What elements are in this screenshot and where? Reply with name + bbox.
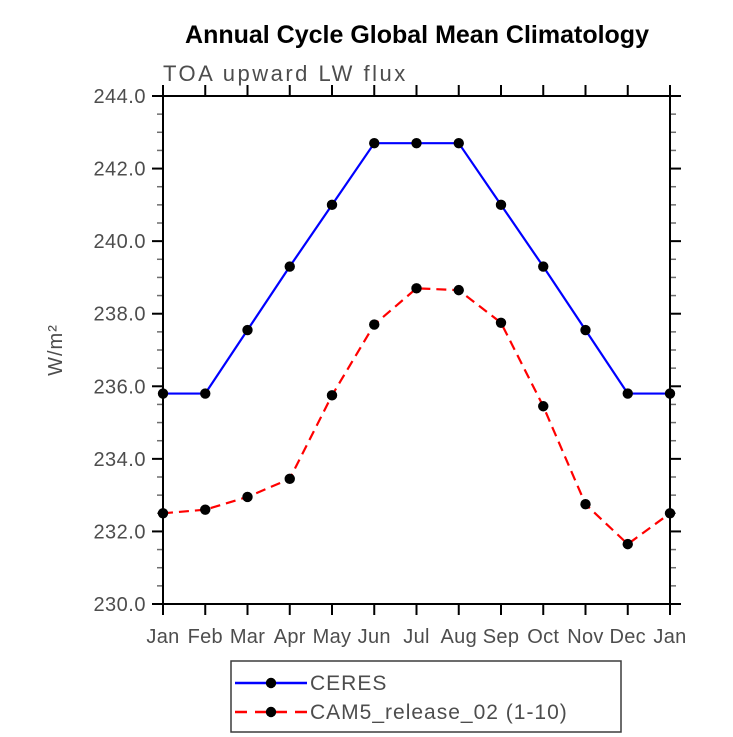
series-0-marker <box>580 324 591 336</box>
series-0-marker <box>284 261 295 272</box>
series-1-marker <box>326 390 338 401</box>
x-tick-label: Sep <box>483 626 520 648</box>
series-0-marker <box>200 388 211 399</box>
series-0-marker <box>453 137 464 149</box>
series-0-marker <box>326 199 338 211</box>
chart-subtitle: TOA upward LW flux <box>163 61 408 86</box>
series-line-0 <box>163 142 670 395</box>
series-1-marker <box>411 283 422 294</box>
series-0-marker <box>622 388 633 399</box>
legend-samples <box>235 677 307 718</box>
series-0-marker <box>664 388 676 399</box>
series-1-marker <box>622 538 633 550</box>
x-tick-label: Mar <box>230 626 265 648</box>
x-tick-label: Nov <box>567 626 603 648</box>
series-1-marker <box>284 473 295 485</box>
chart-title: Annual Cycle Global Mean Climatology <box>185 21 649 49</box>
series-0-marker <box>411 137 422 149</box>
x-tick-label: Apr <box>274 626 306 648</box>
legend: CERES CAM5_release_02 (1-10) <box>230 660 622 733</box>
legend-sample-marker-0 <box>265 677 277 689</box>
y-axis-label: W/m² <box>45 324 67 376</box>
series-0-marker <box>369 137 380 149</box>
y-tick-label: 242.0 <box>93 159 146 181</box>
axes: Jan Feb Mar Apr May Jun Jul Aug Sep Oct Nov Dec Jan2… <box>93 85 686 648</box>
legend-box <box>230 660 622 733</box>
series-0-marker <box>538 261 549 272</box>
data-series <box>157 137 676 550</box>
y-tick-label: 244.0 <box>93 86 146 108</box>
series-1-marker <box>664 508 676 519</box>
legend-label-ceres: CERES <box>310 672 387 695</box>
x-tick-label: Jan <box>146 626 179 648</box>
plot-frame <box>162 95 671 605</box>
y-tick-label: 240.0 <box>93 231 146 253</box>
x-tick-label: Feb <box>188 626 223 648</box>
series-1-marker <box>580 499 591 510</box>
y-tick-label: 232.0 <box>93 521 146 543</box>
legend-sample-marker-1 <box>265 706 277 718</box>
y-tick-label: 238.0 <box>93 304 146 326</box>
x-tick-label: Jul <box>403 626 429 648</box>
y-tick-label: 234.0 <box>93 449 146 471</box>
series-1-marker <box>242 491 253 503</box>
legend-label-cam5: CAM5_release_02 (1-10) <box>310 701 568 724</box>
series-1-marker <box>495 317 507 328</box>
series-1-marker <box>453 284 464 296</box>
series-1-marker <box>538 401 549 412</box>
y-tick-label: 230.0 <box>93 594 146 616</box>
series-0-marker <box>157 388 169 399</box>
series-1-marker <box>157 508 169 519</box>
series-1-marker <box>200 504 211 515</box>
x-tick-label: Jan <box>653 626 686 648</box>
x-tick-label: Oct <box>527 626 559 648</box>
y-tick-label: 236.0 <box>93 376 146 398</box>
x-tick-label: Jun <box>358 626 391 648</box>
x-tick-label: Dec <box>610 626 646 648</box>
series-line-1 <box>162 287 671 546</box>
series-0-marker <box>495 199 507 211</box>
x-tick-label: May <box>313 626 352 648</box>
x-tick-label: Aug <box>441 626 478 648</box>
series-0-marker <box>242 324 253 336</box>
series-1-marker <box>369 319 380 330</box>
